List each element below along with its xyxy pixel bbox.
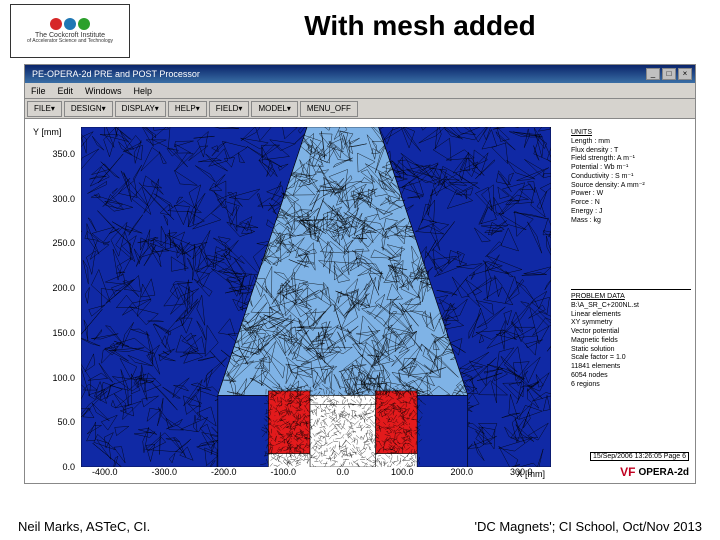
x-tick: -300.0 — [152, 467, 178, 477]
units-row: Source density: A mm⁻² — [571, 182, 691, 191]
x-tick: 0.0 — [337, 467, 350, 477]
slide-footer: Neil Marks, ASTeC, CI. 'DC Magnets'; CI … — [0, 519, 720, 534]
x-tick: -400.0 — [92, 467, 118, 477]
problem-row: 6 regions — [571, 381, 691, 390]
toolbar-help[interactable]: HELP▾ — [168, 101, 207, 117]
units-row: Mass : kg — [571, 217, 691, 226]
problem-row: 11841 elements — [571, 363, 691, 372]
minimize-button[interactable]: _ — [646, 68, 660, 80]
problem-row: Static solution — [571, 346, 691, 355]
problem-row: XY symmetry — [571, 319, 691, 328]
menu-edit[interactable]: Edit — [58, 86, 74, 96]
y-tick: 100.0 — [35, 373, 75, 383]
toolbar-field[interactable]: FIELD▾ — [209, 101, 250, 117]
menubar: File Edit Windows Help — [25, 83, 695, 99]
x-tick: 100.0 — [391, 467, 414, 477]
y-tick: 300.0 — [35, 194, 75, 204]
y-tick: 150.0 — [35, 328, 75, 338]
opera-logo: VF OPERA-2d — [620, 465, 689, 479]
toolbar-model[interactable]: MODEL▾ — [251, 101, 297, 117]
problem-row: B:\A_SR_C+200NL.st — [571, 302, 691, 311]
units-row: Length : mm — [571, 138, 691, 147]
institute-tagline: of Accelerator Science and Technology — [27, 39, 113, 44]
units-row: Energy : J — [571, 208, 691, 217]
units-row: Potential : Wb m⁻¹ — [571, 164, 691, 173]
units-row: Power : W — [571, 190, 691, 199]
x-tick: -100.0 — [271, 467, 297, 477]
y-tick: 200.0 — [35, 283, 75, 293]
problem-row: Linear elements — [571, 311, 691, 320]
maximize-button[interactable]: □ — [662, 68, 676, 80]
units-row: Flux density : T — [571, 147, 691, 156]
toolbar-display[interactable]: DISPLAY▾ — [115, 101, 166, 117]
x-tick: 200.0 — [450, 467, 473, 477]
menu-windows[interactable]: Windows — [85, 86, 122, 96]
units-row: Field strength: A m⁻¹ — [571, 155, 691, 164]
units-header: UNITS — [571, 129, 691, 138]
y-tick: 0.0 — [35, 462, 75, 472]
slide-title: With mesh added — [130, 4, 710, 42]
close-button[interactable]: × — [678, 68, 692, 80]
plot-area: Y [mm] 350.0 300.0 250.0 200.0 150.0 100.0 50.… — [25, 119, 695, 483]
problem-data-panel: PROBLEM DATA B:\A_SR_C+200NL.stLinear el… — [571, 289, 691, 389]
timestamp: 15/Sep/2006 13:26:05 Page 6 — [590, 452, 689, 461]
menu-help[interactable]: Help — [134, 86, 153, 96]
opera-text: OPERA-2d — [638, 467, 689, 478]
toolbar: FILE▾ DESIGN▾ DISPLAY▾ HELP▾ FIELD▾ MODE… — [25, 99, 695, 119]
opera-window: PE-OPERA-2d PRE and POST Processor _ □ ×… — [24, 64, 696, 484]
units-row: Conductivity : S m⁻¹ — [571, 173, 691, 182]
units-panel: UNITS Length : mmFlux density : TField s… — [571, 129, 691, 225]
toolbar-menuoff[interactable]: MENU_OFF — [300, 101, 358, 117]
window-controls: _ □ × — [646, 68, 692, 80]
mesh-plot — [81, 127, 551, 467]
x-tick: -200.0 — [211, 467, 237, 477]
footer-course: 'DC Magnets'; CI School, Oct/Nov 2013 — [474, 519, 702, 534]
footer-author: Neil Marks, ASTeC, CI. — [18, 519, 150, 534]
y-tick: 250.0 — [35, 238, 75, 248]
x-axis-label: X [mm] — [517, 469, 546, 479]
y-tick: 350.0 — [35, 149, 75, 159]
problem-row: Scale factor = 1.0 — [571, 354, 691, 363]
menu-file[interactable]: File — [31, 86, 46, 96]
problem-row: 6054 nodes — [571, 372, 691, 381]
y-axis-label: Y [mm] — [33, 127, 61, 137]
problem-row: Vector potential — [571, 328, 691, 337]
vf-icon: VF — [620, 465, 635, 479]
problem-row: Magnetic fields — [571, 337, 691, 346]
window-title: PE-OPERA-2d PRE and POST Processor — [28, 69, 200, 79]
institute-logo: The Cockcroft Institute of Accelerator S… — [10, 4, 130, 58]
y-tick: 50.0 — [35, 417, 75, 427]
problem-header: PROBLEM DATA — [571, 293, 691, 302]
toolbar-design[interactable]: DESIGN▾ — [64, 101, 113, 117]
toolbar-file[interactable]: FILE▾ — [27, 101, 62, 117]
units-row: Force : N — [571, 199, 691, 208]
window-titlebar: PE-OPERA-2d PRE and POST Processor _ □ × — [25, 65, 695, 83]
